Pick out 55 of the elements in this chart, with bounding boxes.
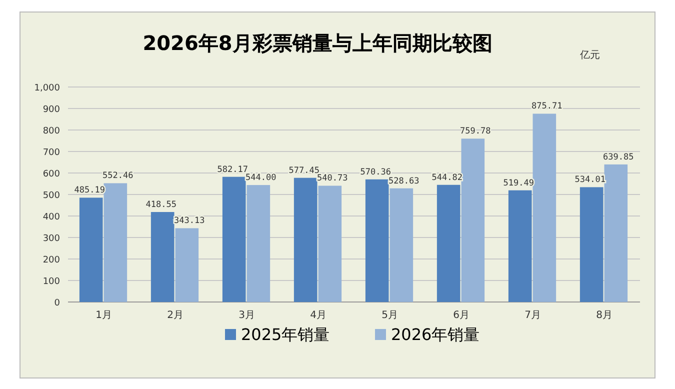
y-tick-label: 200 xyxy=(42,256,60,266)
data-label: 577.45 xyxy=(288,166,320,176)
bar xyxy=(604,164,628,302)
data-label: 875.71 xyxy=(532,102,562,112)
data-label: 570.36 xyxy=(360,167,391,178)
bar xyxy=(461,138,485,302)
data-label: 639.85 xyxy=(603,152,634,162)
y-tick-label: 700 xyxy=(42,148,60,158)
y-tick-label: 100 xyxy=(42,277,60,287)
data-label: 544.82 xyxy=(432,172,462,183)
x-tick-label: 2月 xyxy=(167,310,184,321)
bar xyxy=(390,188,414,302)
y-tick-label: 1,000 xyxy=(34,84,60,94)
y-tick-label: 400 xyxy=(42,212,60,222)
y-tick-label: 300 xyxy=(42,234,60,244)
bar xyxy=(294,178,318,302)
data-label: 552.46 xyxy=(102,171,134,182)
y-tick-label: 0 xyxy=(54,298,60,308)
data-label: 528.63 xyxy=(388,176,420,186)
data-label: 485.19 xyxy=(74,186,105,196)
bar xyxy=(365,179,389,302)
data-label: 540.73 xyxy=(317,174,348,184)
y-tick-label: 800 xyxy=(42,126,60,136)
x-tick-label: 5月 xyxy=(382,310,398,321)
bar xyxy=(532,114,556,302)
bar xyxy=(580,187,604,302)
x-tick-label: 7月 xyxy=(524,310,541,321)
legend-label: 2026年销量 xyxy=(391,325,480,344)
data-label: 519.49 xyxy=(503,178,534,188)
bar xyxy=(150,212,174,302)
bar xyxy=(175,228,199,302)
x-tick-label: 4月 xyxy=(310,310,326,321)
legend-label: 2025年销量 xyxy=(241,325,330,344)
x-tick-label: 1月 xyxy=(96,310,112,321)
bar xyxy=(104,183,128,302)
data-label: 759.78 xyxy=(460,126,491,137)
text: 亿元 xyxy=(579,50,600,61)
x-tick-label: 6月 xyxy=(453,310,470,321)
bar xyxy=(436,184,460,302)
chart-title: 2026年8月彩票销量与上年同期比较图 xyxy=(142,31,492,55)
data-label: 418.55 xyxy=(146,200,176,210)
y-tick-label: 900 xyxy=(42,105,60,115)
data-label: 534.01 xyxy=(574,175,606,186)
bar xyxy=(222,176,246,302)
y-tick-label: 600 xyxy=(42,170,60,180)
data-label: 582.17 xyxy=(217,164,248,175)
x-tick-label: 8月 xyxy=(596,310,612,321)
bar xyxy=(246,185,270,302)
bar xyxy=(79,198,103,302)
x-tick-label: 3月 xyxy=(238,310,255,321)
bar xyxy=(318,186,342,302)
data-label: 544.00 xyxy=(246,173,276,184)
data-label: 343.13 xyxy=(174,216,205,226)
y-tick-label: 500 xyxy=(42,191,60,201)
bar xyxy=(508,190,532,302)
